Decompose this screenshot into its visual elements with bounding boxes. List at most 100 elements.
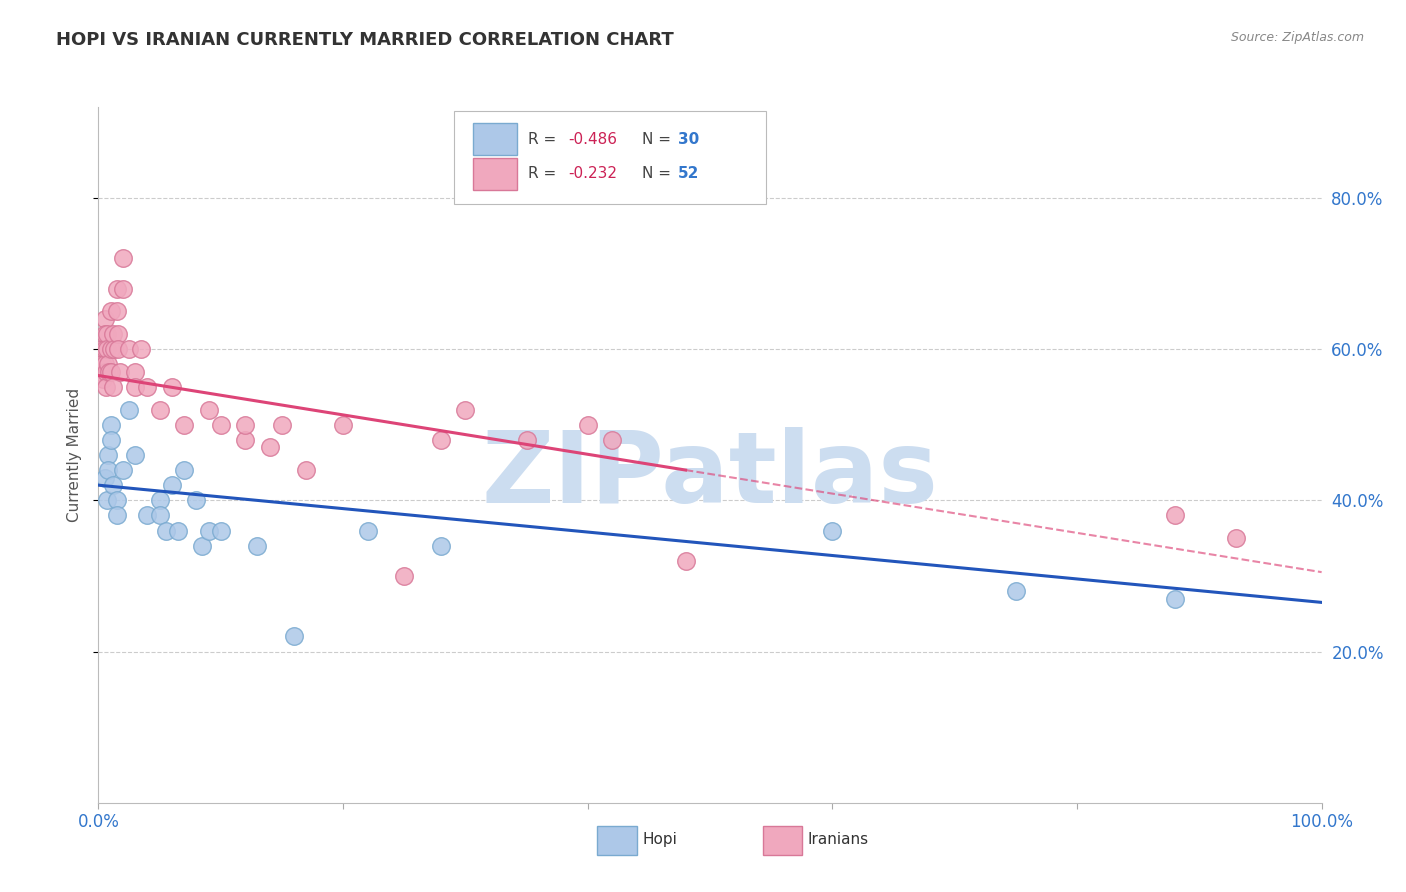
Point — [167, 524, 190, 538]
Point — [105, 281, 128, 295]
Point — [118, 402, 141, 417]
Point — [821, 524, 844, 538]
Point — [124, 380, 146, 394]
Text: -0.486: -0.486 — [568, 131, 617, 146]
Point — [97, 357, 120, 371]
Point — [96, 342, 118, 356]
Point — [270, 417, 294, 432]
Point — [90, 365, 112, 379]
Point — [233, 433, 256, 447]
Y-axis label: Currently Married: Currently Married — [66, 388, 82, 522]
Point — [136, 380, 159, 394]
Point — [93, 342, 115, 356]
Text: N =: N = — [641, 166, 675, 181]
Point — [107, 342, 129, 356]
Point — [100, 365, 122, 379]
Point — [160, 380, 183, 394]
Point — [197, 524, 219, 538]
Point — [209, 417, 232, 432]
Point — [356, 524, 378, 538]
Point — [155, 524, 177, 538]
Point — [136, 508, 159, 523]
Point — [515, 433, 537, 447]
Point — [94, 365, 117, 379]
Point — [233, 417, 256, 432]
Point — [1164, 508, 1187, 523]
Point — [246, 539, 269, 553]
Point — [101, 478, 124, 492]
Text: Iranians: Iranians — [808, 832, 869, 847]
Point — [93, 326, 115, 341]
Point — [103, 342, 125, 356]
Point — [107, 326, 129, 341]
Point — [209, 524, 232, 538]
Point — [111, 463, 134, 477]
Point — [600, 433, 623, 447]
Point — [118, 342, 141, 356]
Point — [332, 417, 354, 432]
Point — [105, 508, 128, 523]
Point — [392, 569, 416, 583]
Point — [100, 304, 122, 318]
FancyBboxPatch shape — [454, 111, 766, 204]
Point — [149, 508, 172, 523]
Text: ZIPatlas: ZIPatlas — [482, 427, 938, 524]
Point — [91, 342, 114, 356]
Point — [100, 342, 122, 356]
Point — [98, 365, 121, 379]
Point — [91, 372, 114, 386]
Point — [454, 402, 477, 417]
Point — [259, 441, 281, 455]
Point — [149, 493, 172, 508]
Point — [97, 463, 120, 477]
Point — [105, 304, 128, 318]
Point — [173, 417, 195, 432]
Point — [101, 326, 124, 341]
Point — [124, 448, 146, 462]
FancyBboxPatch shape — [472, 123, 517, 155]
Point — [283, 629, 305, 643]
Point — [1225, 531, 1247, 545]
Text: R =: R = — [527, 166, 561, 181]
Point — [576, 417, 599, 432]
Point — [96, 326, 118, 341]
Point — [93, 311, 115, 326]
Point — [197, 402, 219, 417]
Text: Hopi: Hopi — [643, 832, 678, 847]
Text: Source: ZipAtlas.com: Source: ZipAtlas.com — [1230, 31, 1364, 45]
Point — [93, 357, 115, 371]
FancyBboxPatch shape — [598, 826, 637, 855]
Point — [111, 281, 134, 295]
Point — [97, 448, 120, 462]
FancyBboxPatch shape — [762, 826, 801, 855]
Point — [105, 493, 128, 508]
Point — [1164, 591, 1187, 606]
Point — [124, 365, 146, 379]
Point — [94, 380, 117, 394]
Point — [101, 380, 124, 394]
Point — [149, 402, 172, 417]
Point — [1004, 584, 1026, 599]
Text: 52: 52 — [678, 166, 700, 181]
Point — [295, 463, 318, 477]
Point — [111, 252, 134, 266]
Point — [186, 493, 208, 508]
Point — [160, 478, 183, 492]
Point — [96, 493, 118, 508]
Point — [100, 417, 122, 432]
Point — [173, 463, 195, 477]
Text: N =: N = — [641, 131, 675, 146]
Text: HOPI VS IRANIAN CURRENTLY MARRIED CORRELATION CHART: HOPI VS IRANIAN CURRENTLY MARRIED CORREL… — [56, 31, 673, 49]
FancyBboxPatch shape — [472, 158, 517, 190]
Point — [675, 554, 697, 568]
Point — [430, 433, 453, 447]
Point — [129, 342, 152, 356]
Text: R =: R = — [527, 131, 561, 146]
Text: 30: 30 — [678, 131, 699, 146]
Text: -0.232: -0.232 — [568, 166, 617, 181]
Point — [91, 357, 114, 371]
Point — [430, 539, 453, 553]
Point — [100, 433, 122, 447]
Point — [191, 539, 214, 553]
Point — [93, 470, 115, 484]
